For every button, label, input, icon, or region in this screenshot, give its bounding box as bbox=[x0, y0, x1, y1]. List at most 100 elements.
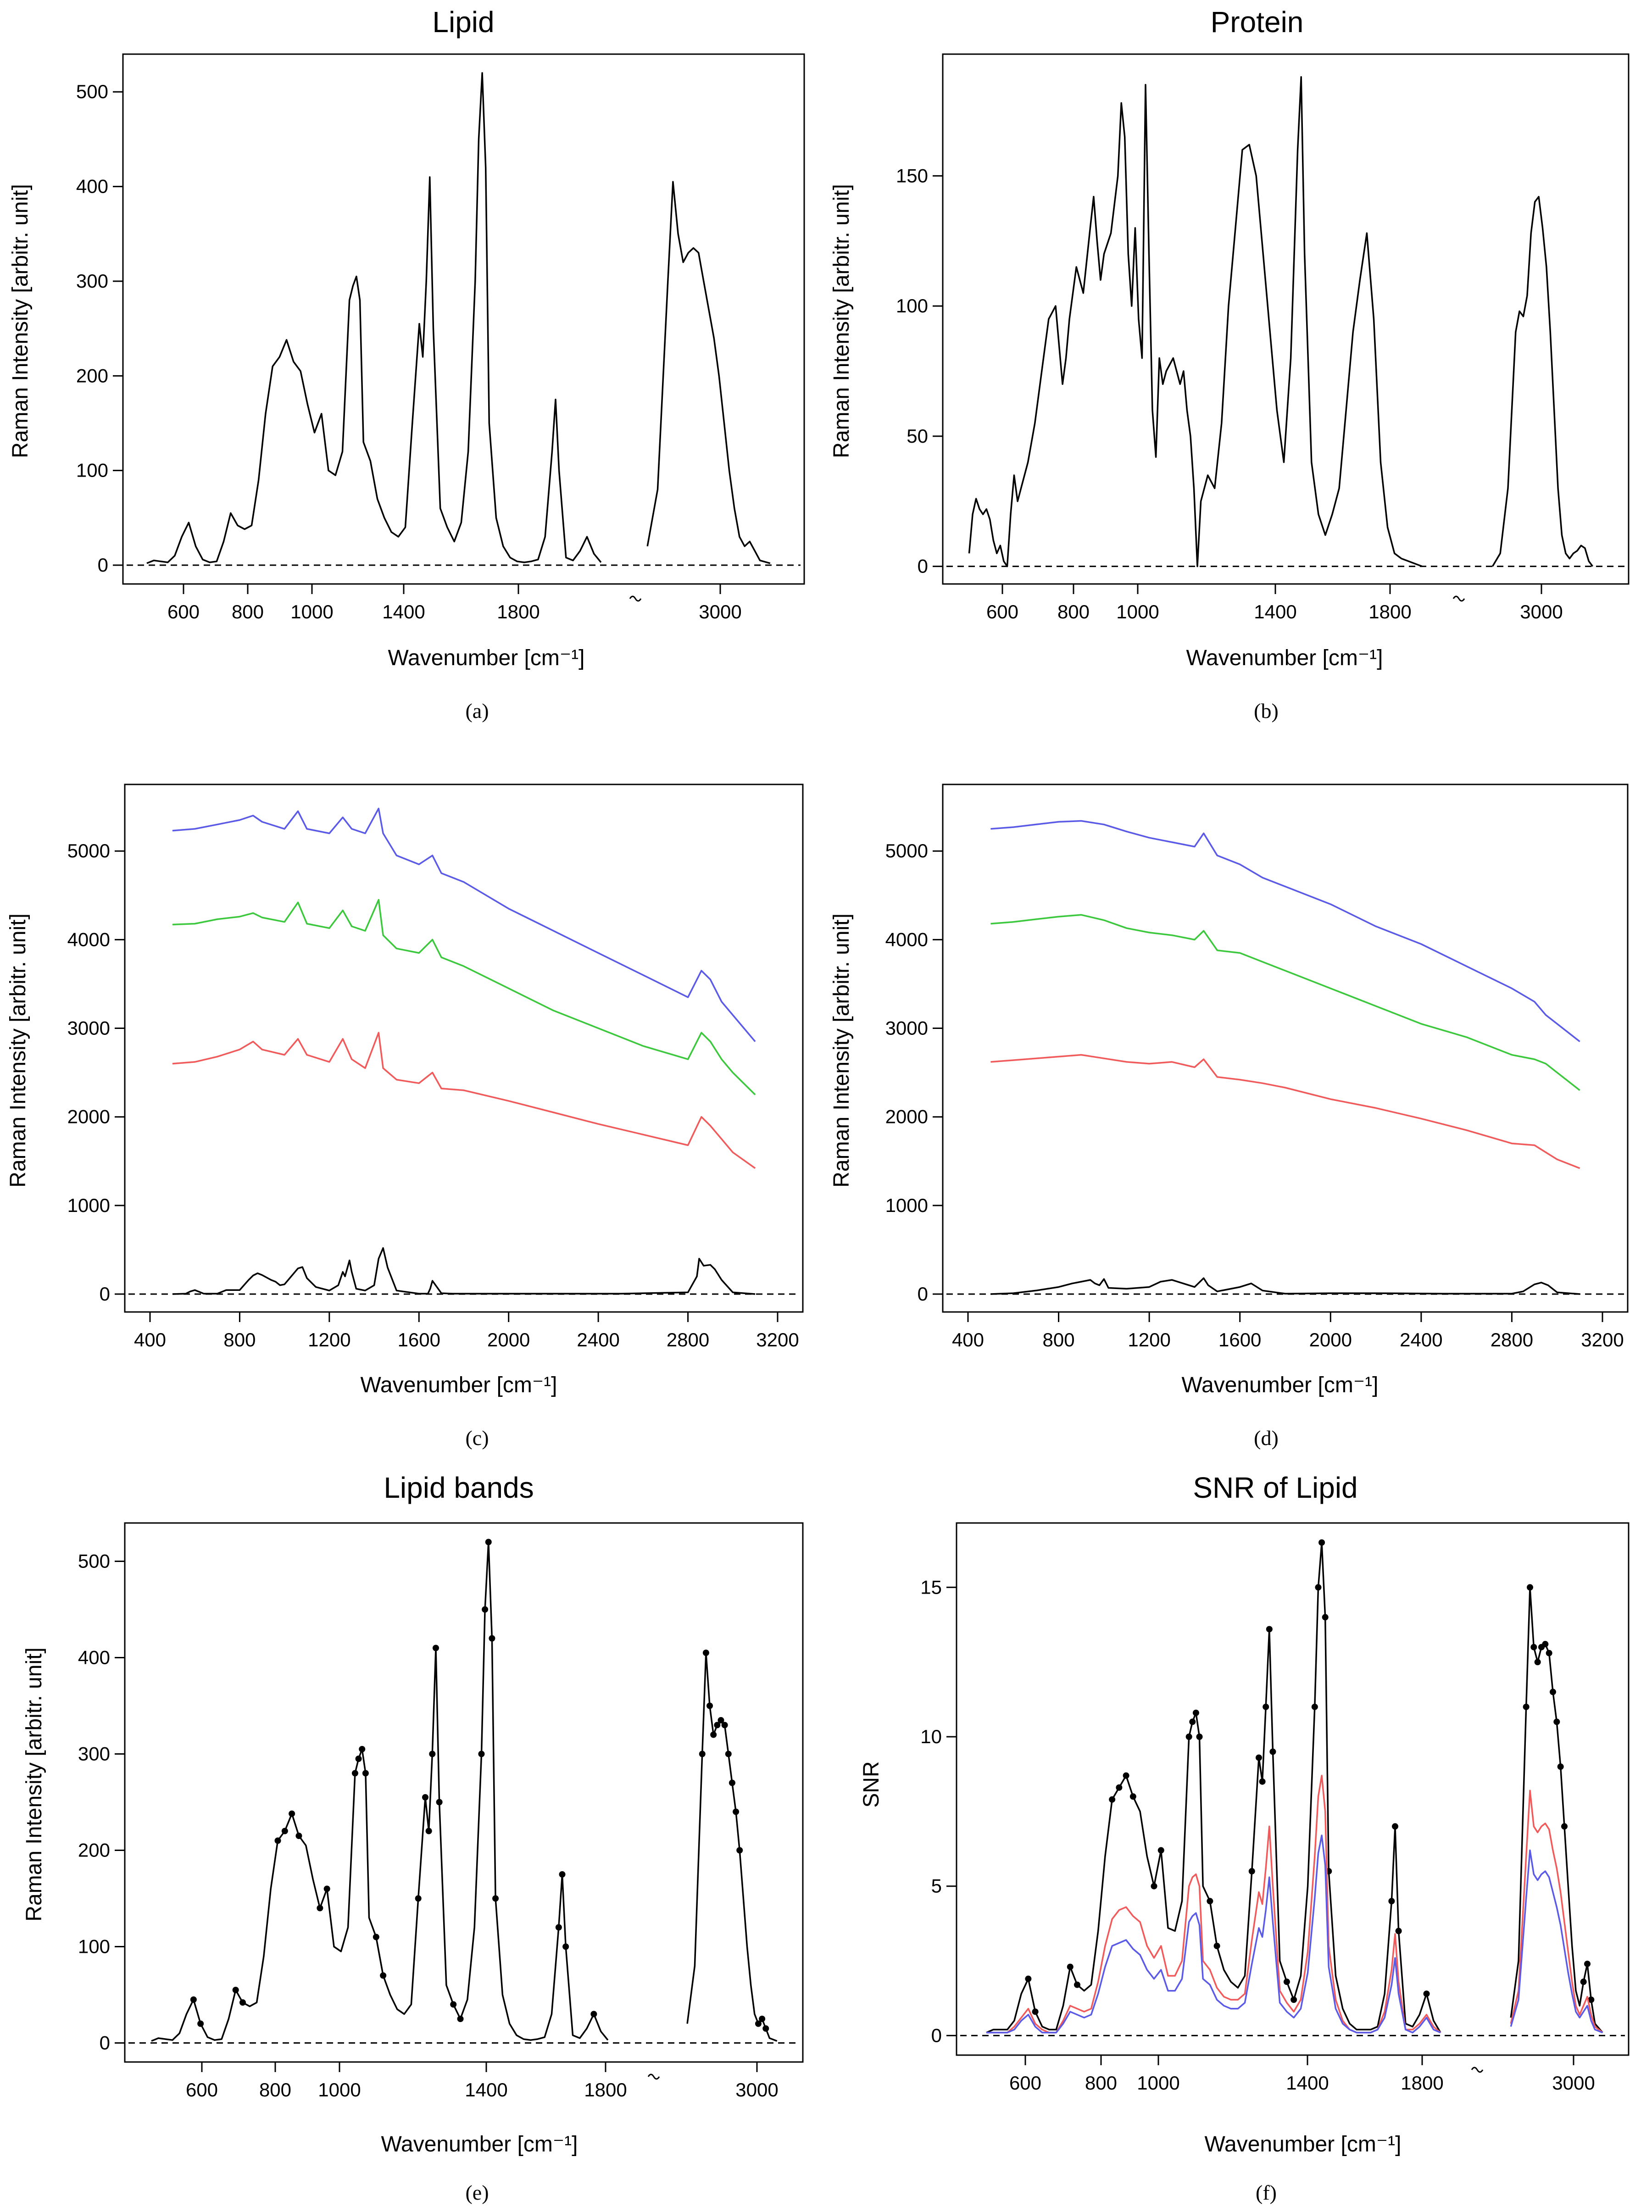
panel-d-xtick-label: 1600 bbox=[1218, 1329, 1261, 1351]
panel-e-band-point bbox=[759, 2016, 766, 2022]
panel-f-xtick-label: 1800 bbox=[1401, 2072, 1443, 2094]
panel-c-ylabel: Raman Intensity [arbitr. unit] bbox=[6, 913, 30, 1188]
panel-e-xtick-label: 1800 bbox=[584, 2079, 627, 2101]
panel-f-band-point bbox=[1395, 1928, 1402, 1934]
panel-d-ylabel: Raman Intensity [arbitr. unit] bbox=[829, 913, 854, 1188]
panel-e-ytick-label: 400 bbox=[78, 1647, 110, 1668]
panel-e-band-point bbox=[559, 1871, 566, 1878]
panel-b-series-1 bbox=[968, 76, 1423, 567]
panel-e-band-point bbox=[429, 1751, 436, 1757]
panel-f-plot: 0 5 10 15 600 800 1000 1400 1800 3000 bbox=[920, 1539, 1625, 2094]
panel-f-band-point bbox=[1546, 1650, 1552, 1656]
panel-a-title: Lipid bbox=[432, 6, 494, 39]
panel-a-xtick-label: 1000 bbox=[290, 601, 333, 622]
panel-c-xtick-label: 1600 bbox=[398, 1329, 440, 1351]
panel-c-frame bbox=[124, 784, 804, 1313]
panel-e-band-point bbox=[450, 2001, 457, 2008]
panel-e-band-point bbox=[562, 1943, 569, 1950]
panel-a-xtick-label: 800 bbox=[232, 601, 264, 622]
panel-f-axis-break bbox=[1471, 2067, 1484, 2073]
panel-e-band-point bbox=[232, 1987, 239, 1993]
panel-d-ytick-label: 3000 bbox=[885, 1017, 928, 1039]
panel-a-plot: 0 100 200 300 400 500 600 800 1000 1400 1800 3000 bbox=[76, 72, 801, 622]
panel-c-series-3 bbox=[172, 1032, 756, 1169]
panel-f-ytick-label: 15 bbox=[920, 1576, 942, 1598]
panel-e-band-point bbox=[197, 2020, 204, 2027]
panel-d-series-1 bbox=[990, 820, 1580, 1042]
panel-f-band-point bbox=[1388, 1898, 1395, 1905]
panel-a-frame bbox=[122, 53, 805, 585]
panel-b-ytick-label: 100 bbox=[896, 295, 928, 317]
panel-f: SNR of Lipid 0 5 10 15 600 800 1000 1400 1800 300… bbox=[859, 1471, 1630, 2204]
panel-c-caption: (c) bbox=[465, 1426, 489, 1450]
panel-e-band-point bbox=[489, 1635, 495, 1642]
panel-d-plot: 0 1000 2000 3000 4000 5000 400 800 1200 1600 2000 2… bbox=[885, 820, 1624, 1351]
panel-b-title: Protein bbox=[1211, 6, 1304, 39]
panel-c-ytick-label: 0 bbox=[100, 1283, 110, 1305]
panel-e-band-point bbox=[432, 1645, 439, 1651]
panel-f-band-point bbox=[1256, 1754, 1262, 1761]
panel-e-band-point bbox=[355, 1756, 362, 1762]
panel-e-band-point bbox=[351, 1770, 358, 1777]
panel-e-band-point bbox=[755, 2020, 762, 2027]
panel-b-xtick-label: 600 bbox=[986, 601, 1018, 622]
panel-a-xlabel: Wavenumber [cm⁻¹] bbox=[388, 646, 585, 670]
panel-f-xtick-label: 600 bbox=[1009, 2072, 1041, 2094]
panel-f-band-point bbox=[1311, 1703, 1318, 1710]
panel-e-band-point bbox=[729, 1779, 735, 1786]
panel-e-xtick-label: 600 bbox=[186, 2079, 218, 2101]
panel-a-series-2 bbox=[646, 181, 771, 564]
panel-d-ytick-label: 4000 bbox=[885, 928, 928, 950]
panel-d-xtick-label: 2400 bbox=[1400, 1329, 1442, 1351]
panel-a-xtick-label: 3000 bbox=[699, 601, 741, 622]
panel-f-band-point bbox=[1527, 1584, 1533, 1591]
panel-e-band-point bbox=[733, 1808, 740, 1815]
panel-a-ytick-label: 0 bbox=[98, 554, 108, 576]
panel-f-band-point bbox=[1213, 1943, 1220, 1949]
panel-e-band-point bbox=[289, 1810, 295, 1817]
panel-b-xtick-label: 800 bbox=[1057, 601, 1090, 622]
panel-c-xtick-label: 400 bbox=[134, 1329, 166, 1351]
panel-e-title: Lipid bands bbox=[384, 1471, 534, 1504]
panel-e-xlabel: Wavenumber [cm⁻¹] bbox=[381, 2132, 578, 2156]
panel-b-frame bbox=[942, 53, 1630, 585]
panel-f-caption: (f) bbox=[1256, 2181, 1277, 2204]
panel-d-ytick-label: 2000 bbox=[885, 1106, 928, 1128]
panel-e-xtick-label: 3000 bbox=[735, 2079, 778, 2101]
panel-c-ytick-label: 5000 bbox=[67, 840, 110, 861]
panel-c-ytick-label: 1000 bbox=[67, 1195, 110, 1216]
panel-b-series-2 bbox=[1491, 196, 1594, 567]
panel-f-series-6 bbox=[1510, 1849, 1603, 2034]
panel-e-ylabel: Raman Intensity [arbitr. unit] bbox=[22, 1647, 46, 1922]
panel-e-band-point bbox=[736, 1847, 743, 1854]
panel-a-xtick-label: 600 bbox=[167, 601, 200, 622]
panel-f-band-point bbox=[1266, 1626, 1273, 1633]
panel-e-frame bbox=[124, 1522, 804, 2063]
panel-e-band-point bbox=[380, 1972, 387, 1979]
panel-e-ytick-label: 0 bbox=[100, 2032, 110, 2054]
panel-e-band-point bbox=[281, 1828, 288, 1834]
panel-e-caption: (e) bbox=[465, 2181, 489, 2204]
panel-c-xtick-label: 2800 bbox=[667, 1329, 709, 1351]
panel-c: 0 1000 2000 3000 4000 5000 400 800 1200 1600 2000 2… bbox=[6, 784, 804, 1450]
panel-f-band-point bbox=[1196, 1734, 1203, 1740]
panel-b-ytick-label: 150 bbox=[896, 165, 928, 186]
panel-e-xtick-label: 1000 bbox=[318, 2079, 361, 2101]
panel-e-band-point bbox=[590, 2011, 597, 2017]
panel-a-ylabel: Raman Intensity [arbitr. unit] bbox=[8, 184, 33, 458]
panel-e-band-point bbox=[485, 1539, 492, 1545]
panel-e-band-point bbox=[239, 1999, 246, 2006]
panel-f-band-point bbox=[1248, 1868, 1255, 1875]
panel-d-xtick-label: 400 bbox=[952, 1329, 984, 1351]
panel-b-xtick-label: 3000 bbox=[1520, 601, 1563, 622]
panel-f-band-point bbox=[1557, 1763, 1564, 1770]
panel-f-band-point bbox=[1032, 2008, 1039, 2015]
panel-e-band-point bbox=[492, 1895, 499, 1902]
panel-c-xtick-label: 3200 bbox=[756, 1329, 799, 1351]
panel-e-xtick-label: 800 bbox=[259, 2079, 291, 2101]
panel-d-xlabel: Wavenumber [cm⁻¹] bbox=[1182, 1373, 1379, 1397]
panel-b-xtick-label: 1800 bbox=[1368, 601, 1411, 622]
panel-e-band-point bbox=[295, 1833, 302, 1839]
panel-e-band-point bbox=[710, 1731, 717, 1738]
